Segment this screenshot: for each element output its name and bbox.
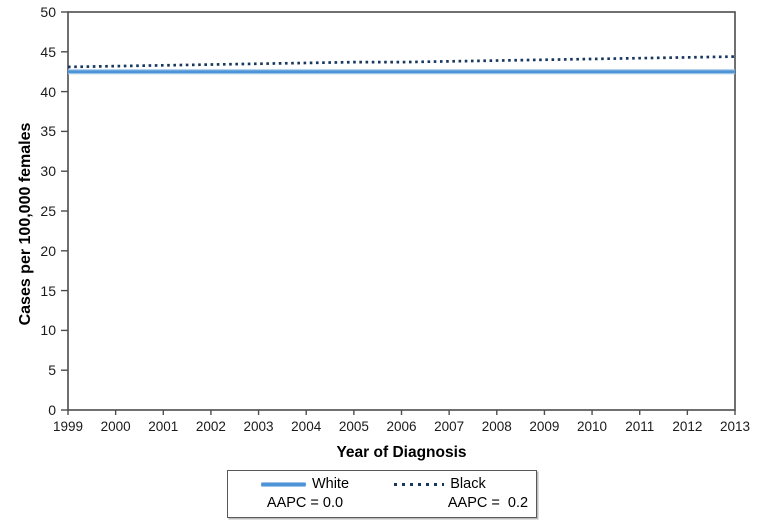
x-tick-label: 2012 (672, 419, 703, 434)
black-dotted-line-sample (394, 483, 445, 486)
x-tick-label: 2006 (386, 419, 417, 434)
legend: White AAPC = 0.0 Black AAPC = 0.2 (227, 470, 537, 518)
y-tick-label: 25 (40, 203, 56, 219)
x-tick-label: 2009 (529, 419, 560, 434)
x-axis-title: Year of Diagnosis (336, 444, 467, 461)
y-tick-label: 10 (40, 322, 56, 339)
x-tick-label: 2001 (148, 419, 179, 434)
x-tick-label: 2010 (577, 419, 608, 434)
legend-aapc-white: AAPC = 0.0 (266, 495, 344, 511)
y-tick-label: 0 (48, 402, 56, 418)
y-tick-label: 30 (40, 163, 56, 180)
x-tick-label: 2004 (291, 419, 322, 434)
y-tick-label: 5 (48, 362, 56, 379)
y-tick-label: 35 (40, 123, 56, 140)
x-tick-label: 2005 (338, 419, 369, 434)
x-tick-label: 1999 (52, 419, 84, 434)
legend-entry-white: White AAPC = 0.0 (228, 471, 382, 517)
legend-label-black: Black (450, 476, 486, 492)
y-tick-label: 40 (40, 83, 56, 100)
y-tick-label: 15 (40, 282, 56, 299)
y-tick-label: 50 (40, 4, 56, 20)
legend-row-black: Black (394, 475, 486, 494)
legend-entry-black: Black AAPC = 0.2 (382, 471, 536, 517)
x-tick-label: 2011 (625, 419, 655, 434)
y-tick-label: 20 (40, 242, 56, 259)
x-tick-label: 2008 (481, 419, 512, 434)
y-tick-label: 45 (40, 43, 56, 60)
x-tick-label: 2013 (719, 419, 751, 434)
legend-aapc-black: AAPC = 0.2 (447, 495, 529, 511)
legend-row-white: White (260, 475, 350, 494)
legend-label-white: White (311, 476, 350, 492)
x-tick-label: 2007 (434, 419, 465, 434)
x-tick-label: 2003 (243, 419, 274, 434)
x-tick-label: 2002 (195, 419, 226, 434)
white-solid-line-sample (260, 483, 306, 486)
x-tick-label: 2000 (100, 419, 131, 434)
